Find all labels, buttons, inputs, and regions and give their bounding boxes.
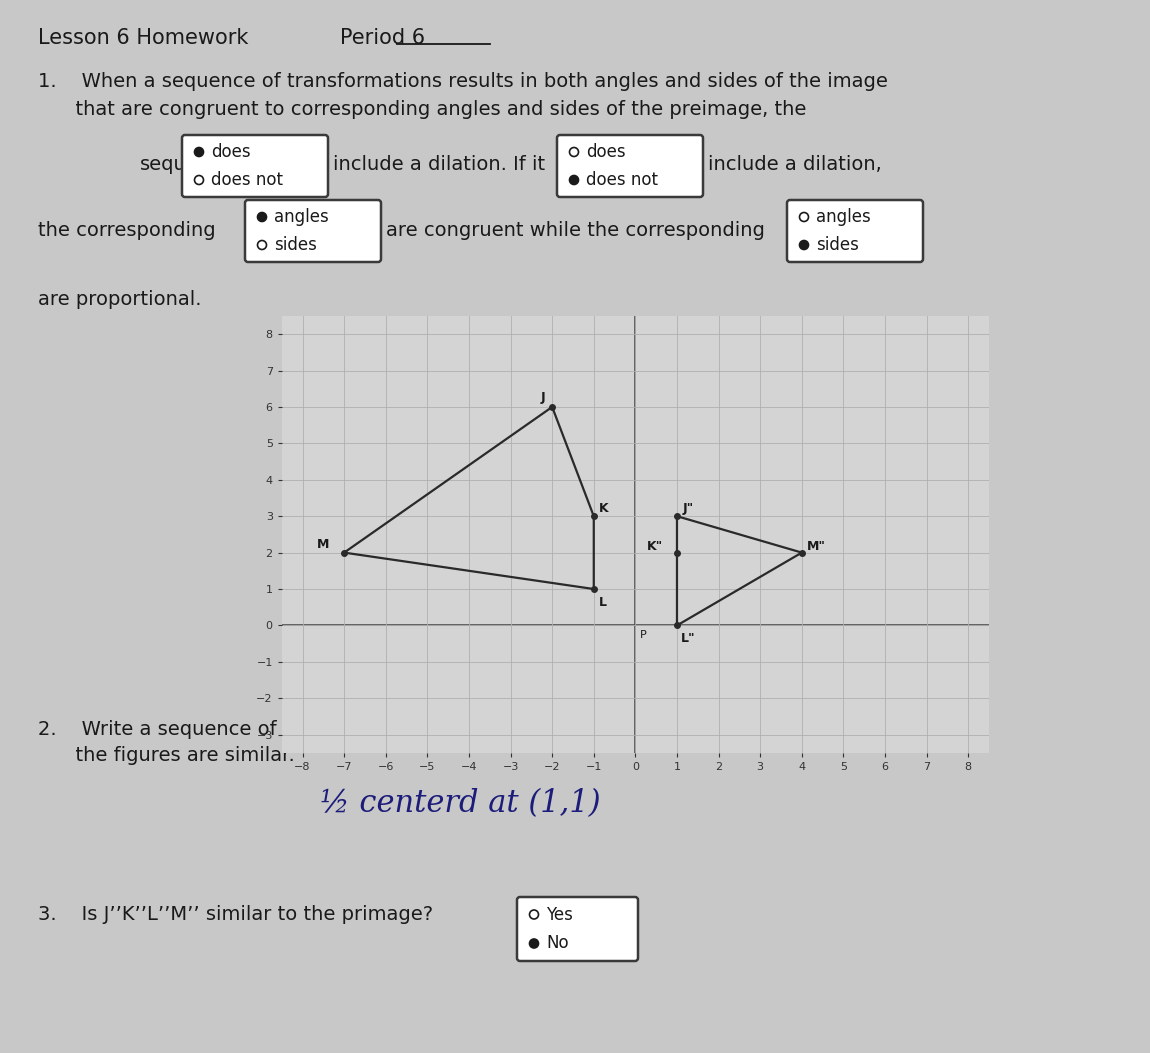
FancyBboxPatch shape [557, 135, 703, 197]
Circle shape [799, 213, 808, 221]
Circle shape [799, 240, 808, 250]
Text: Yes: Yes [546, 906, 573, 923]
Text: are congruent while the corresponding: are congruent while the corresponding [386, 220, 765, 239]
Text: angles: angles [816, 208, 871, 226]
Text: Period 6: Period 6 [340, 28, 426, 48]
Text: P: P [639, 630, 646, 640]
Text: M": M" [807, 540, 827, 553]
Circle shape [529, 939, 538, 948]
Text: ½ centerd at (1,1): ½ centerd at (1,1) [320, 788, 600, 819]
Text: 2.    Write a sequence of transformations for preimage JKLM that would show whet: 2. Write a sequence of transformations f… [38, 720, 875, 739]
Text: the figures are similar.: the figures are similar. [38, 746, 294, 764]
Text: does not: does not [210, 171, 283, 188]
Circle shape [258, 240, 267, 250]
Text: M: M [316, 538, 329, 552]
Text: the corresponding: the corresponding [38, 220, 216, 239]
Text: sides: sides [274, 236, 317, 254]
Text: 1.    When a sequence of transformations results in both angles and sides of the: 1. When a sequence of transformations re… [38, 72, 888, 91]
Circle shape [569, 147, 578, 157]
Circle shape [194, 147, 204, 157]
Text: K": K" [646, 540, 662, 553]
Text: L: L [599, 596, 607, 609]
Circle shape [194, 176, 204, 184]
Text: L": L" [681, 632, 696, 645]
Text: angles: angles [274, 208, 329, 226]
Text: No: No [546, 934, 568, 953]
Circle shape [569, 176, 578, 184]
Text: K: K [599, 502, 610, 515]
Text: are proportional.: are proportional. [38, 290, 201, 309]
FancyBboxPatch shape [787, 200, 923, 262]
Text: include a dilation,: include a dilation, [708, 156, 882, 175]
Circle shape [258, 213, 267, 221]
Text: sequence: sequence [140, 156, 233, 175]
FancyBboxPatch shape [182, 135, 328, 197]
Text: J: J [540, 392, 546, 404]
Text: does: does [210, 143, 251, 161]
FancyBboxPatch shape [518, 897, 638, 961]
Text: Lesson 6 Homework: Lesson 6 Homework [38, 28, 248, 48]
Text: 3.    Is J’’K’’L’’M’’ similar to the primage?: 3. Is J’’K’’L’’M’’ similar to the primag… [38, 905, 434, 923]
Text: does not: does not [586, 171, 658, 188]
Circle shape [529, 910, 538, 919]
FancyBboxPatch shape [245, 200, 381, 262]
Text: include a dilation. If it: include a dilation. If it [334, 156, 545, 175]
Text: sides: sides [816, 236, 859, 254]
Text: does: does [586, 143, 626, 161]
Text: J": J" [683, 502, 693, 515]
Text: that are congruent to corresponding angles and sides of the preimage, the: that are congruent to corresponding angl… [38, 100, 806, 119]
